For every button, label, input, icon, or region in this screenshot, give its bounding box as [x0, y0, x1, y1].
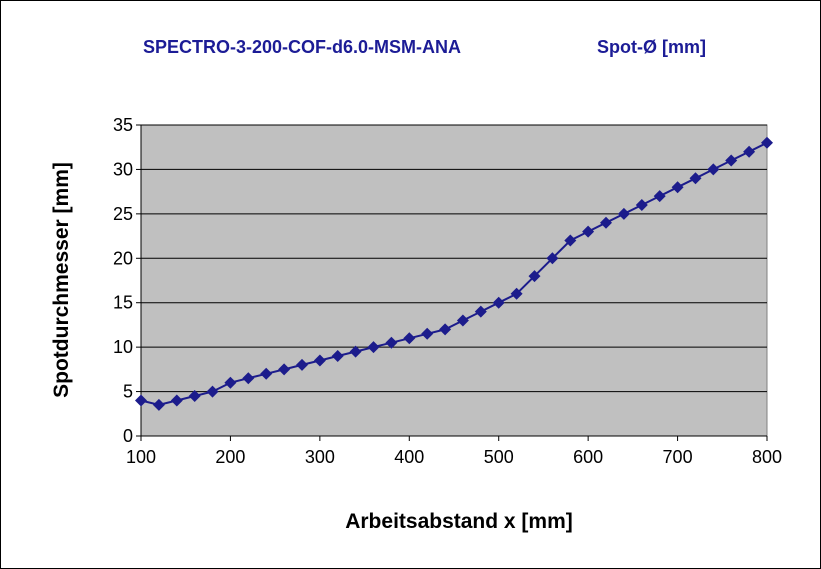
- data-point: [725, 154, 738, 167]
- data-point: [170, 394, 183, 407]
- data-point: [260, 367, 273, 380]
- y-tick-label: 10: [113, 337, 133, 357]
- data-point: [546, 252, 559, 265]
- x-axis-label: Arbeitsabstand x [mm]: [345, 510, 573, 533]
- data-point: [439, 323, 452, 336]
- data-point: [707, 163, 720, 176]
- data-point: [582, 225, 595, 238]
- x-tick-label: 700: [663, 447, 693, 467]
- chart-title-left: SPECTRO-3-200-COF-d6.0-MSM-ANA: [143, 37, 461, 57]
- data-point: [206, 385, 219, 398]
- y-tick-label: 5: [123, 382, 133, 402]
- data-point: [135, 394, 147, 407]
- data-point: [331, 350, 344, 362]
- chart-title-right: Spot-Ø [mm]: [597, 37, 706, 57]
- data-point: [367, 341, 380, 354]
- data-point: [403, 332, 416, 345]
- gridlines: [141, 124, 767, 393]
- x-tick-labels: 100 200 300 400 500 600 700 800: [126, 447, 782, 467]
- data-point: [492, 296, 505, 309]
- series-markers: [135, 136, 773, 411]
- y-tick-label: 30: [113, 159, 133, 179]
- data-point: [421, 327, 434, 340]
- y-tick-labels: 0 5 10 15 20 25 30 35: [113, 115, 133, 446]
- data-point: [278, 363, 291, 376]
- x-tick-label: 200: [215, 447, 245, 467]
- data-point: [313, 354, 326, 367]
- plot-area: [140, 124, 768, 437]
- data-point: [188, 390, 201, 402]
- data-point: [600, 216, 612, 229]
- axes: [136, 124, 768, 441]
- y-tick-label: 15: [113, 293, 133, 313]
- data-point: [743, 145, 756, 158]
- data-point: [456, 314, 469, 327]
- x-tick-label: 300: [305, 447, 335, 467]
- data-point: [510, 287, 523, 300]
- y-tick-label: 25: [113, 204, 133, 224]
- data-point: [242, 372, 255, 385]
- y-tick-label: 0: [123, 426, 133, 446]
- data-point: [474, 305, 487, 318]
- data-point: [761, 136, 773, 149]
- y-tick-label: 20: [113, 248, 133, 268]
- x-tick-label: 400: [394, 447, 424, 467]
- data-point: [224, 376, 237, 389]
- data-point: [296, 358, 308, 371]
- x-tick-label: 100: [126, 447, 156, 467]
- data-point: [528, 270, 541, 283]
- data-point: [689, 172, 702, 185]
- data-point: [671, 181, 684, 194]
- x-tick-label: 500: [484, 447, 514, 467]
- x-tick-label: 800: [752, 447, 782, 467]
- data-point: [635, 199, 648, 211]
- y-axis-label: Spotdurchmesser [mm]: [50, 162, 73, 398]
- data-point: [152, 398, 165, 411]
- data-point: [653, 190, 666, 203]
- data-point: [385, 336, 398, 349]
- data-point: [617, 207, 630, 220]
- data-point: [564, 234, 577, 247]
- data-point: [349, 345, 362, 358]
- x-tick-label: 600: [573, 447, 603, 467]
- y-tick-label: 35: [113, 115, 133, 135]
